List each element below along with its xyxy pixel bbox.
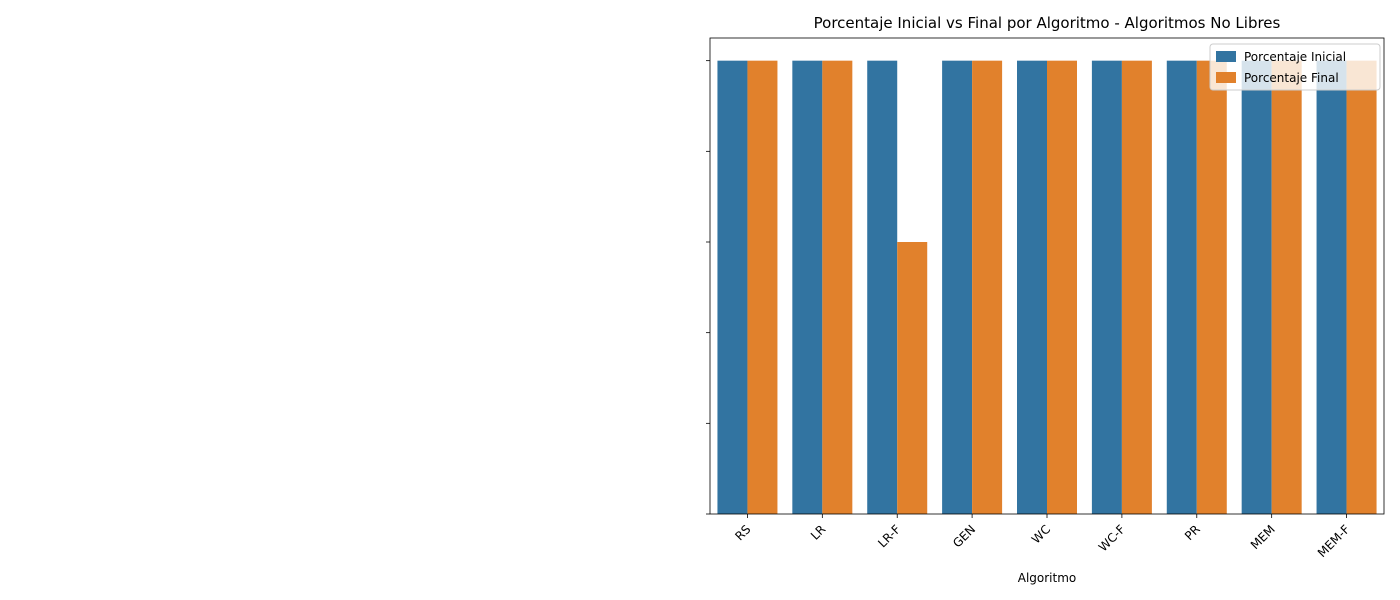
- x-tick-label: LR-F: [875, 522, 903, 550]
- bar-rs-series-1: [717, 60, 748, 515]
- chart-title: Porcentaje Inicial vs Final por Algoritm…: [814, 14, 1281, 32]
- bar-wc-f-series-2: [1121, 60, 1152, 515]
- legend-swatch: [1216, 72, 1236, 83]
- bar-gen-series-1: [942, 60, 973, 515]
- bar-pr-series-1: [1166, 60, 1197, 515]
- x-tick-label: PR: [1182, 522, 1203, 543]
- legend-box: [1209, 43, 1381, 91]
- x-tick-label: MEM: [1248, 522, 1278, 552]
- bars-layer: [717, 60, 1377, 515]
- bar-pr-series-2: [1196, 60, 1227, 515]
- bar-lr-series-2: [822, 60, 853, 515]
- legend-swatch: [1216, 51, 1236, 62]
- x-tick-label: WC: [1029, 522, 1053, 546]
- bar-mem-f-series-1: [1316, 60, 1347, 515]
- legend: Porcentaje Inicial Porcentaje Final: [1209, 43, 1381, 91]
- x-axis-title: Algoritmo: [1018, 571, 1077, 585]
- bar-lr-f-series-1: [867, 60, 898, 515]
- x-tick-label: RS: [732, 522, 753, 543]
- x-tick-label: MEM-F: [1315, 522, 1353, 560]
- bar-rs-series-2: [747, 60, 778, 515]
- x-tick-label: WC-F: [1096, 522, 1128, 554]
- bar-lr-series-1: [792, 60, 823, 515]
- bar-wc-series-2: [1047, 60, 1077, 515]
- bar-mem-series-1: [1241, 60, 1272, 515]
- bar-mem-f-series-2: [1346, 60, 1377, 515]
- x-tick-label: GEN: [950, 522, 978, 550]
- bar-wc-f-series-1: [1091, 60, 1122, 515]
- bar-gen-series-2: [972, 60, 1003, 515]
- bar-mem-series-2: [1271, 60, 1302, 515]
- bar-wc-series-1: [1017, 60, 1047, 515]
- legend-label: Porcentaje Final: [1244, 71, 1339, 85]
- x-tick-label: LR: [808, 522, 829, 543]
- legend-label: Porcentaje Inicial: [1244, 50, 1346, 64]
- bar-lr-f-series-2: [897, 242, 928, 514]
